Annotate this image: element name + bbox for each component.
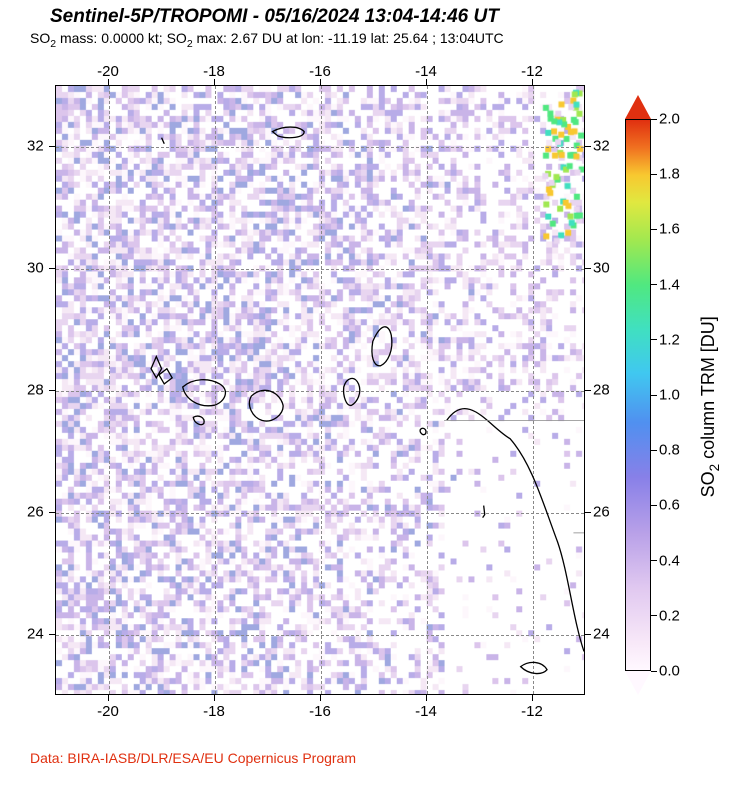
colorbar-tickmark xyxy=(651,671,657,672)
x-tick-bottom: -18 xyxy=(203,703,225,720)
gridline-h xyxy=(56,269,584,270)
colorbar-under-triangle-icon xyxy=(625,671,651,695)
colorbar-label: SO2 column TRM [DU] xyxy=(698,316,722,497)
colorbar-over-triangle-icon xyxy=(625,95,651,119)
y-tick-right: 30 xyxy=(593,260,610,277)
colorbar-tickmark xyxy=(651,174,657,175)
x-tick-top: -18 xyxy=(203,63,225,80)
x-tick-bottom: -14 xyxy=(415,703,437,720)
so2-mass-text: mass: 0.0000 kt; SO xyxy=(56,30,187,46)
y-tick-right: 24 xyxy=(593,626,610,643)
so2-mass-label: SO xyxy=(30,30,50,46)
colorbar-gradient xyxy=(625,119,651,671)
colorbar-tickmark xyxy=(651,229,657,230)
y-tick-left: 32 xyxy=(27,138,44,155)
colorbar-tickmark xyxy=(651,505,657,506)
gridline-h xyxy=(56,635,584,636)
colorbar-tick-label: 0.0 xyxy=(659,663,680,680)
cbar-label-suffix: column TRM [DU] xyxy=(698,316,718,464)
x-tick-top: -14 xyxy=(415,63,437,80)
so2-max-text: max: 2.67 DU at lon: -11.19 lat: 25.64 ;… xyxy=(193,30,504,46)
gridline-v xyxy=(215,86,216,694)
colorbar-tick-label: 0.2 xyxy=(659,607,680,624)
colorbar-tick-label: 0.8 xyxy=(659,442,680,459)
title-prefix: Sentinel-5P/TROPOMI - xyxy=(50,6,264,27)
y-tick-left: 24 xyxy=(27,626,44,643)
map-plot-area xyxy=(55,85,585,695)
y-tick-left: 30 xyxy=(27,260,44,277)
y-tick-right: 32 xyxy=(593,138,610,155)
chart-title: Sentinel-5P/TROPOMI - 05/16/2024 13:04-1… xyxy=(50,6,499,28)
title-date: 05/16/2024 13:04-14:46 UT xyxy=(264,6,499,27)
x-tick-top: -16 xyxy=(309,63,331,80)
colorbar-tick-label: 0.4 xyxy=(659,552,680,569)
colorbar-tick-label: 1.4 xyxy=(659,276,680,293)
x-tick-top: -12 xyxy=(521,63,543,80)
gridline-v xyxy=(321,86,322,694)
colorbar-tickmark xyxy=(651,119,657,120)
colorbar-tickmark xyxy=(651,450,657,451)
colorbar-tickmark xyxy=(651,615,657,616)
data-credits: Data: BIRA-IASB/DLR/ESA/EU Copernicus Pr… xyxy=(30,750,356,766)
colorbar-tickmark xyxy=(651,284,657,285)
colorbar-tick-label: 1.0 xyxy=(659,387,680,404)
colorbar: 0.0 0.2 0.4 0.6 0.8 1.0 1.2 1.4 1.6 1.8 2.0 SO2 co… xyxy=(625,95,725,695)
colorbar-tickmark xyxy=(651,339,657,340)
y-tick-right: 28 xyxy=(593,382,610,399)
colorbar-tick-label: 1.2 xyxy=(659,331,680,348)
cbar-label-sub: 2 xyxy=(707,464,722,472)
chart-subtitle: SO2 mass: 0.0000 kt; SO2 max: 2.67 DU at… xyxy=(30,30,504,50)
heatmap-canvas xyxy=(56,86,584,694)
y-tick-left: 28 xyxy=(27,382,44,399)
x-tick-top: -20 xyxy=(97,63,119,80)
colorbar-tick-label: 0.6 xyxy=(659,497,680,514)
colorbar-tick-label: 1.6 xyxy=(659,221,680,238)
gridline-h xyxy=(56,147,584,148)
colorbar-tickmark xyxy=(651,395,657,396)
cbar-label-prefix: SO xyxy=(698,471,718,497)
colorbar-tick-label: 1.8 xyxy=(659,166,680,183)
y-tick-left: 26 xyxy=(27,504,44,521)
gridline-h xyxy=(56,391,584,392)
x-tick-bottom: -20 xyxy=(97,703,119,720)
gridline-v xyxy=(109,86,110,694)
gridline-h xyxy=(56,513,584,514)
gridline-v xyxy=(533,86,534,694)
colorbar-tick-label: 2.0 xyxy=(659,111,680,128)
gridline-v xyxy=(427,86,428,694)
y-tick-right: 26 xyxy=(593,504,610,521)
x-tick-bottom: -16 xyxy=(309,703,331,720)
x-tick-bottom: -12 xyxy=(521,703,543,720)
colorbar-tickmark xyxy=(651,560,657,561)
